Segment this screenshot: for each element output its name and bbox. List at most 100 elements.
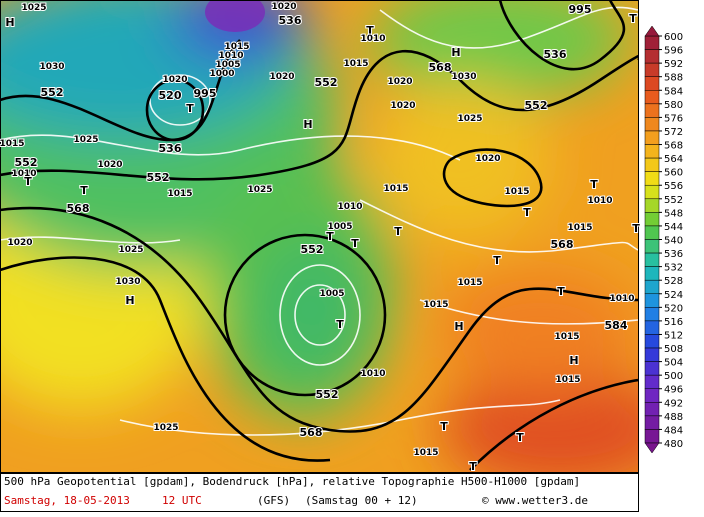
legend-label: 548 <box>664 208 683 219</box>
map-label: 1030 <box>451 72 476 82</box>
legend-swatch <box>644 374 660 389</box>
legend-swatch <box>644 388 660 403</box>
legend-swatch <box>644 103 660 118</box>
map-label: 584 <box>605 319 628 332</box>
map-label: T <box>394 225 402 238</box>
map-label: 995 <box>194 87 217 100</box>
legend-swatch <box>644 35 660 50</box>
legend-arrow-bottom <box>644 442 660 454</box>
legend-swatch <box>644 76 660 91</box>
legend-swatch <box>644 157 660 172</box>
map-label: 520 <box>159 89 182 102</box>
legend-swatch <box>644 144 660 159</box>
legend-label: 524 <box>664 290 683 301</box>
map-field <box>0 0 638 472</box>
legend-label: 580 <box>664 100 683 111</box>
legend-arrow-top <box>644 25 660 37</box>
legend-label: 492 <box>664 398 683 409</box>
map-label: H <box>454 320 463 333</box>
legend-label: 496 <box>664 385 683 396</box>
map-label: 1015 <box>167 189 192 199</box>
map-label: 1015 <box>555 375 580 385</box>
map-labels: 5521030102510155521010T1020T552101556810… <box>0 1 641 474</box>
map-label: 1000 <box>209 69 234 79</box>
map-label: 552 <box>147 171 170 184</box>
footer-time: 12 UTC <box>162 494 202 507</box>
map-label: 1010 <box>587 196 612 206</box>
map-label: 1010 <box>337 202 362 212</box>
legend-swatch <box>644 361 660 376</box>
legend-label: 540 <box>664 236 683 247</box>
legend-label: 556 <box>664 181 683 192</box>
legend-swatch <box>644 320 660 335</box>
map-label: 552 <box>41 86 64 99</box>
map-label: 552 <box>315 76 338 89</box>
footer-box <box>0 473 639 512</box>
map-label: 1030 <box>39 62 64 72</box>
legend-label: 480 <box>664 439 683 450</box>
map-label: 1020 <box>387 77 412 87</box>
map-label: 1020 <box>269 72 294 82</box>
legend-swatch <box>644 252 660 267</box>
map-label: T <box>351 237 359 250</box>
legend-swatch <box>644 266 660 281</box>
legend-label: 532 <box>664 263 683 274</box>
legend-label: 572 <box>664 127 683 138</box>
legend-label: 500 <box>664 371 683 382</box>
legend-label: 516 <box>664 317 683 328</box>
legend-swatch <box>644 402 660 417</box>
map-label: 568 <box>429 61 452 74</box>
map-label: 1015 <box>413 448 438 458</box>
map-label: T <box>366 24 374 37</box>
legend-label: 564 <box>664 154 683 165</box>
map-label: T <box>557 285 565 298</box>
legend-label: 568 <box>664 141 683 152</box>
map-label: T <box>523 206 531 219</box>
map-label: H <box>303 118 312 131</box>
legend-swatch <box>644 334 660 349</box>
map-label: T <box>493 254 501 267</box>
map-label: 1005 <box>327 222 352 232</box>
legend-label: 552 <box>664 195 683 206</box>
legend-label: 576 <box>664 113 683 124</box>
map-label: 1025 <box>118 245 143 255</box>
footer-run: (Samstag 00 + 12) <box>305 494 418 507</box>
map-label: 1015 <box>383 184 408 194</box>
legend-swatch <box>644 347 660 362</box>
map-label: T <box>440 420 448 433</box>
legend-swatch <box>644 130 660 145</box>
legend-swatch <box>644 212 660 227</box>
footer-date: Samstag, 18-05-2013 <box>4 494 130 507</box>
map-label: 552 <box>301 243 324 256</box>
legend-swatch <box>644 239 660 254</box>
map-label: 1015 <box>0 139 25 149</box>
legend-swatch <box>644 90 660 105</box>
map-label: 1030 <box>115 277 140 287</box>
map-label: 552 <box>15 156 38 169</box>
map-label: 1020 <box>162 75 187 85</box>
legend-swatch <box>644 49 660 64</box>
map-label: T <box>629 12 637 25</box>
map-label: 1025 <box>153 423 178 433</box>
footer-description: 500 hPa Geopotential [gpdam], Bodendruck… <box>4 475 580 488</box>
map-label: 536 <box>159 142 182 155</box>
legend-swatch <box>644 225 660 240</box>
map-label: H <box>125 294 134 307</box>
legend-label: 488 <box>664 412 683 423</box>
map-label: 1015 <box>504 187 529 197</box>
legend-swatch <box>644 415 660 430</box>
legend-swatch <box>644 62 660 77</box>
map-label: T <box>516 431 524 444</box>
legend-label: 528 <box>664 276 683 287</box>
map-label: T <box>469 460 477 473</box>
map-label: 1025 <box>21 3 46 13</box>
legend-label: 544 <box>664 222 683 233</box>
map-label: 1025 <box>247 185 272 195</box>
map-label: 1015 <box>343 59 368 69</box>
map-label: T <box>336 318 344 331</box>
map-label: 536 <box>544 48 567 61</box>
legend-label: 512 <box>664 330 683 341</box>
map-label: 552 <box>316 388 339 401</box>
map-label: 1020 <box>390 101 415 111</box>
